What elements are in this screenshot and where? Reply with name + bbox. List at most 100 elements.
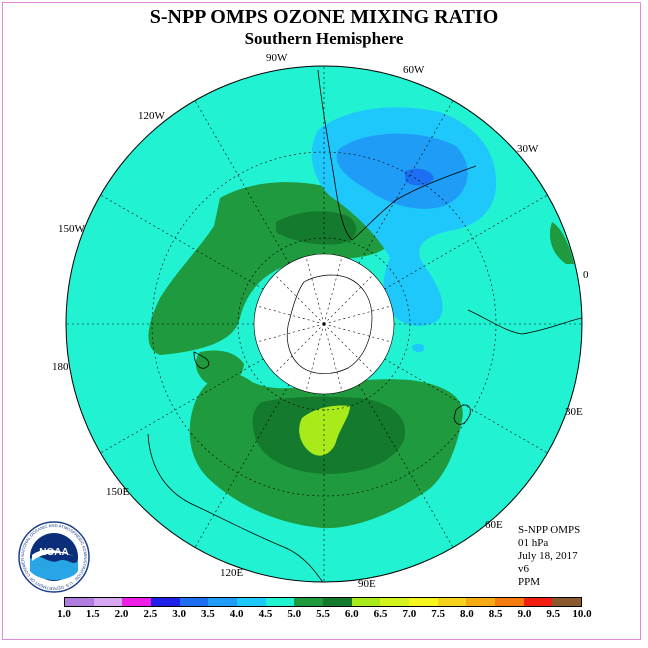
info-units: PPM [518, 576, 541, 588]
pole-meridian-line [323, 256, 343, 325]
logo-bird [32, 549, 76, 561]
lon-label-120e: 120E [220, 567, 244, 579]
pole-meridian-line [305, 256, 325, 325]
colorbar-label: 6.5 [373, 608, 388, 620]
pole-meridian-line [323, 323, 343, 392]
colorbar-segment [179, 598, 209, 606]
meridian-line [194, 384, 290, 548]
pole-meridian-line [274, 274, 325, 325]
madagascar-coast [453, 404, 471, 425]
ozone-contour-green-edge [549, 222, 574, 264]
logo-wave [30, 556, 78, 580]
meridian-line [384, 358, 548, 454]
info-level: 01 hPa [518, 537, 549, 549]
figure-frame [2, 2, 641, 640]
colorbar-label: 5.5 [316, 608, 330, 620]
info-instrument: S-NPP OMPS [518, 524, 581, 536]
pole-meridian-line [256, 323, 325, 343]
lon-label-120w: 120W [138, 110, 166, 122]
colorbar-segment [466, 598, 496, 606]
lon-label-0: 0 [583, 269, 589, 281]
new-zealand-coast [193, 351, 210, 369]
map-title: S-NPP OMPS OZONE MIXING RATIO [149, 6, 499, 28]
colorbar-label: 6.0 [344, 608, 359, 620]
pole-meridian-line [323, 274, 374, 325]
noaa-logo: NOAA NATIONAL OCEANIC AND ATMOSPHERIC AD… [18, 521, 90, 593]
colorbar-label: 2.0 [114, 608, 129, 620]
colorbar-segment [294, 598, 324, 606]
graticule [66, 66, 582, 582]
logo-text: NOAA [39, 547, 68, 558]
colorbar-label: 9.5 [546, 608, 561, 620]
ozone-contour-dark-green-west [276, 211, 357, 245]
colorbar-segment [495, 598, 524, 606]
australia-coast [147, 433, 325, 582]
colorbar-label: 2.5 [143, 608, 158, 620]
colorbar-segment [552, 598, 582, 606]
lon-label-60e: 60E [485, 519, 503, 531]
colorbar-label: 4.5 [258, 608, 273, 620]
antarctica-outline [286, 274, 373, 374]
colorbar-label: 7.5 [431, 608, 445, 620]
lon-label-150w: 150W [58, 223, 86, 235]
colorbar-segment [380, 598, 410, 606]
colorbar-segment [93, 598, 123, 606]
colorbar-segment [208, 598, 238, 606]
meridian-line [358, 100, 454, 264]
info-version: v6 [518, 563, 529, 575]
colorbar-label: 3.0 [172, 608, 186, 620]
meridian-line [100, 358, 264, 454]
pole-meridian-line [274, 323, 325, 374]
meridian-line [194, 100, 290, 264]
colorbar-segment [122, 598, 152, 606]
ozone-contour-deep-blue [404, 168, 434, 186]
lon-label-180: 180 [52, 361, 69, 373]
ozone-contour-light-blue-small [412, 343, 425, 353]
colorbar-segment [65, 598, 94, 606]
pole-meridian-line [305, 323, 325, 392]
info-block: S-NPP OMPS 01 hPa July 18, 2017 v6 PPM [518, 524, 580, 589]
africa-coast [467, 309, 582, 335]
colorbar-label: 5.0 [287, 608, 302, 620]
colorbar-label: 8.0 [460, 608, 474, 620]
lon-label-30e: 30E [565, 406, 583, 418]
lon-label-60w: 60W [403, 64, 425, 76]
colorbar-label: 1.5 [85, 608, 100, 620]
map-subtitle: Southern Hemisphere [244, 29, 404, 48]
colorbar-label: 8.5 [488, 608, 503, 620]
colorbar-label: 1.0 [57, 608, 71, 620]
meridian-line [100, 194, 264, 290]
pole-meridian-line [323, 323, 374, 374]
meridian-line [384, 194, 548, 290]
colorbar-segment [409, 598, 438, 606]
colorbar-segment [323, 598, 352, 606]
colorbar-label: 7.0 [402, 608, 417, 620]
colorbar-segment [265, 598, 295, 606]
colorbar-label: 3.5 [201, 608, 215, 620]
colorbar-label: 10.0 [572, 608, 592, 620]
colorbar-label: 9.0 [517, 608, 532, 620]
lon-label-30w: 30W [517, 143, 539, 155]
colorbar-labels: 1.0 1.5 2.0 2.5 3.0 3.5 4.0 4.5 5.0 5.5 6.0 6.5 7.0 7… [0, 608, 648, 622]
colorbar-segment [437, 598, 467, 606]
lon-label-150e: 150E [106, 486, 130, 498]
colorbar-segment [237, 598, 266, 606]
pole-meridian-line [323, 305, 392, 325]
ozone-contour-blue [336, 133, 468, 209]
info-date: July 18, 2017 [518, 550, 578, 562]
pole-meridian-line [323, 323, 392, 343]
colorbar-label: 4.0 [229, 608, 244, 620]
lon-label-90w: 90W [266, 52, 288, 64]
colorbar-segment [523, 598, 553, 606]
longitude-labels: 90W 60W 30W 0 30E 60E 90E 120E 150E 180 … [52, 52, 589, 590]
colorbar-segment [151, 598, 180, 606]
colorbar [64, 597, 582, 607]
colorbar-segment [351, 598, 381, 606]
pole-meridian-line [256, 305, 325, 325]
lon-label-90e: 90E [358, 578, 376, 590]
ozone-contour-lime-maximum [299, 405, 350, 456]
meridian-lines [66, 66, 582, 582]
meridian-line [358, 384, 454, 548]
map-boundary [65, 65, 583, 583]
